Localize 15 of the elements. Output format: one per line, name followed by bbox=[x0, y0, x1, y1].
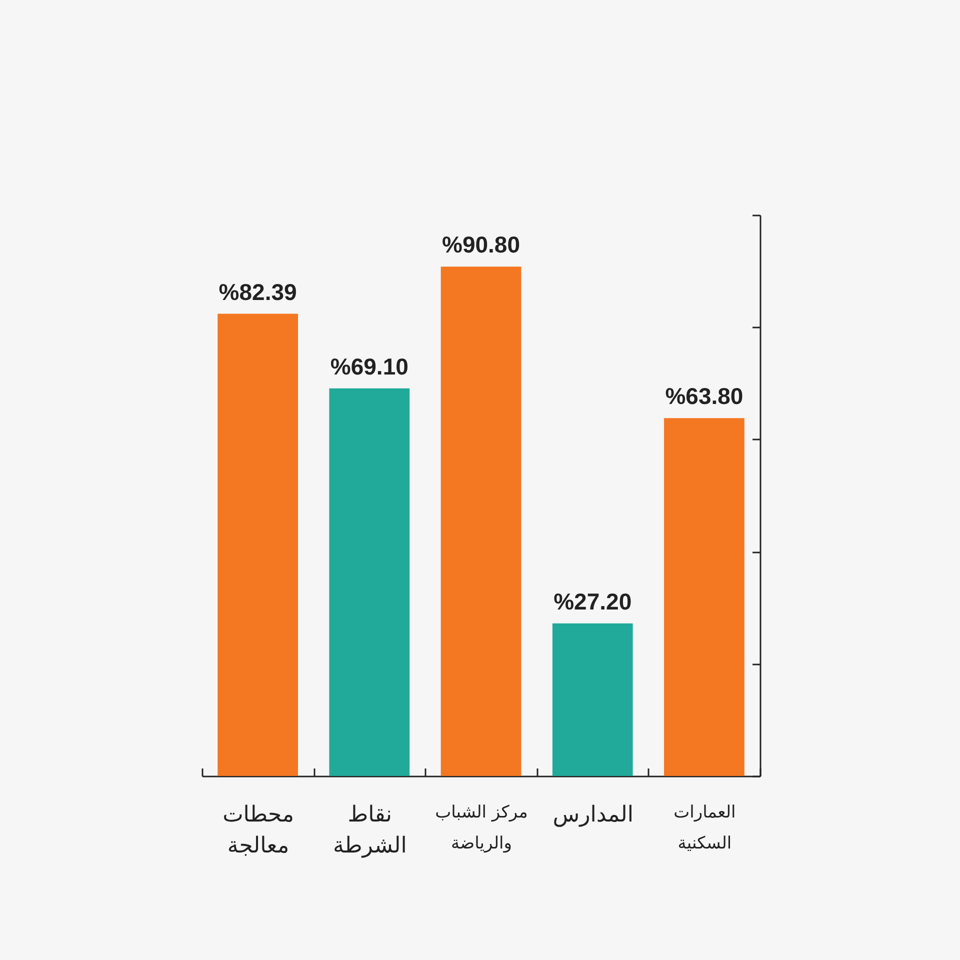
bar bbox=[440, 266, 522, 776]
data-label: %63.80 bbox=[665, 383, 744, 410]
data-label: %90.80 bbox=[442, 232, 520, 258]
data-label: %27.20 bbox=[554, 588, 632, 614]
x-tick-label: مركز الشباب والرياضة bbox=[435, 802, 528, 854]
bar bbox=[329, 388, 410, 776]
data-label: %69.10 bbox=[330, 353, 408, 380]
bar bbox=[664, 418, 744, 776]
x-tick-label: نقاط الشرطة bbox=[332, 802, 407, 858]
bar bbox=[552, 623, 633, 776]
data-label: %82.39 bbox=[218, 278, 297, 305]
x-tick-label: العمارات السكنية bbox=[674, 802, 736, 854]
bar bbox=[218, 314, 298, 776]
x-tick-label: المدارس bbox=[552, 802, 634, 828]
x-tick-label: محطات معالجة bbox=[222, 802, 294, 858]
